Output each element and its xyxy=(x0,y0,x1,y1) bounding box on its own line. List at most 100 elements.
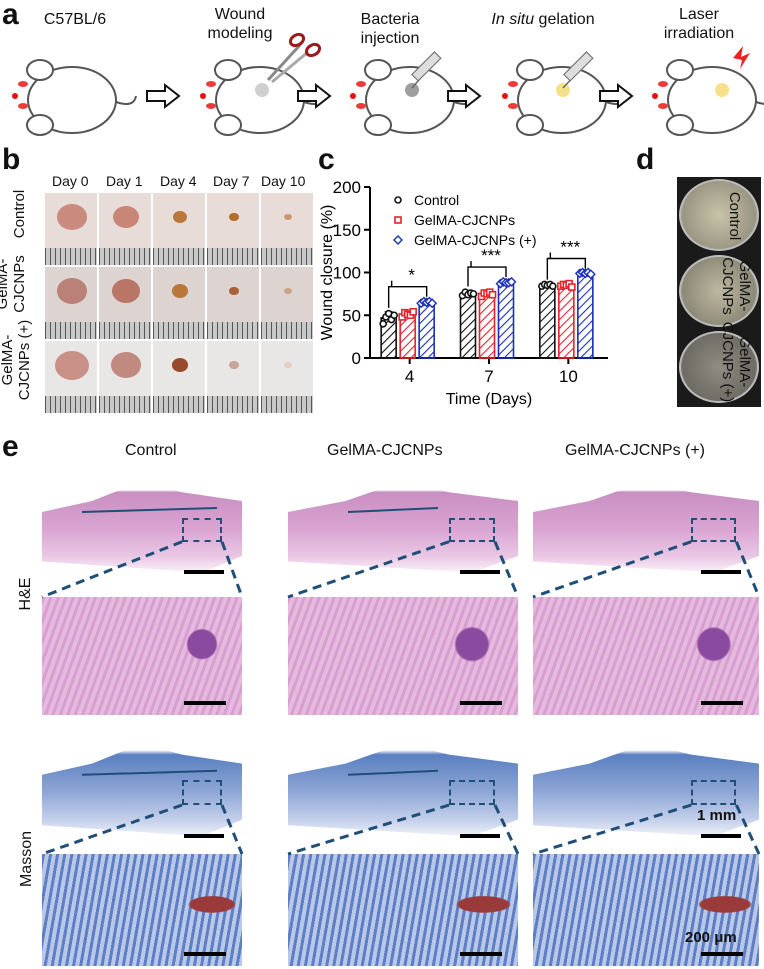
scale-bar xyxy=(184,834,224,838)
day-header-row: Day 0 Day 1 Day 4 Day 7 Day 10 xyxy=(46,173,314,191)
significance-bracket xyxy=(387,286,428,308)
wound-width-arrow xyxy=(347,769,439,776)
panel-a-workflow xyxy=(11,32,764,136)
step-label-mouse: C57BL/6 xyxy=(43,11,107,28)
zoom-connector-line xyxy=(493,804,520,855)
data-point xyxy=(568,283,576,291)
data-point xyxy=(427,298,438,309)
histology-image xyxy=(288,597,518,715)
zoom-connector-line xyxy=(493,541,520,598)
histology-image xyxy=(42,854,242,966)
significance-bracket xyxy=(467,266,507,287)
step-label-bacteria-injection: Bacteria injection xyxy=(360,11,420,47)
panel-label-a: a xyxy=(2,0,19,31)
bacteria-spot-icon xyxy=(405,83,419,97)
zoom-connector-line xyxy=(287,803,450,856)
laser-bolt-icon xyxy=(733,46,750,69)
e-col-label-control: Control xyxy=(125,442,177,459)
panel-label-c: c xyxy=(318,143,335,176)
scale-bar xyxy=(460,570,500,574)
wound-photo xyxy=(98,192,152,266)
zoom-region-box xyxy=(691,517,737,542)
legend-entry: Control xyxy=(414,192,459,208)
wound-photo xyxy=(206,192,260,266)
significance-label: * xyxy=(408,266,415,285)
zoom-connector-line xyxy=(735,804,761,855)
wound-photo xyxy=(206,266,260,340)
data-point xyxy=(488,290,497,299)
scale-bar xyxy=(460,701,502,705)
zoom-connector-line xyxy=(532,540,692,599)
data-point xyxy=(390,311,398,320)
x-tick-label: 4 xyxy=(405,367,414,386)
x-tick-label: 7 xyxy=(484,367,493,386)
zoom-region-box xyxy=(449,780,495,806)
wound-photo xyxy=(206,340,260,414)
zoom-connector-line xyxy=(287,540,450,599)
scale-bar xyxy=(184,952,226,956)
wound-width-arrow xyxy=(81,507,218,513)
y-tick-label: 50 xyxy=(342,306,361,325)
zoom-region-box xyxy=(182,780,222,806)
wound-closure-chart: 0 50 100 150 200 Wound closure (%) Time (Days)… xyxy=(319,178,608,408)
y-tick-label: 150 xyxy=(333,221,361,240)
data-point xyxy=(549,282,557,290)
scale-bar xyxy=(460,952,502,956)
y-tick-label: 100 xyxy=(333,264,361,283)
scale-bar xyxy=(460,834,500,838)
e-col-label-gelma-plus: GelMA-CJCNPs (+) xyxy=(565,442,706,459)
e-col-label-gelma: GelMA-CJCNPs xyxy=(327,442,443,459)
significance-bracket xyxy=(546,257,587,280)
histology-image xyxy=(533,597,759,715)
legend-marker xyxy=(394,196,402,204)
scale-label-1mm: 1 mm xyxy=(697,807,737,824)
panel-label-b: b xyxy=(2,143,21,176)
zoom-connector-line xyxy=(220,804,244,855)
scale-label-200um: 200 μm xyxy=(685,929,737,946)
zoom-connector-line xyxy=(220,541,244,598)
step-label-laser-irradiation: Laser irradiation xyxy=(663,6,735,42)
petri-dish-gelma-plus xyxy=(679,331,759,403)
scissors-icon xyxy=(266,32,322,84)
day-label-4: Day 4 xyxy=(160,173,197,189)
wound-width-arrow xyxy=(347,507,439,513)
significance-label: *** xyxy=(481,246,501,265)
petri-dish-gelma xyxy=(679,255,759,327)
y-tick-label: 200 xyxy=(333,178,361,197)
zoom-connector-line xyxy=(41,803,183,856)
day-label-1: Day 1 xyxy=(106,173,143,189)
data-point xyxy=(506,276,517,287)
zoom-region-box xyxy=(691,780,737,806)
legend-marker xyxy=(393,235,403,245)
step-label-wound-modeling: Wound modeling xyxy=(207,6,273,42)
wound-photo xyxy=(44,340,98,414)
wound-photo xyxy=(98,340,152,414)
zoom-connector-line xyxy=(41,540,183,599)
scale-bar xyxy=(701,701,743,705)
legend-entry: GelMA-CJCNPs (+) xyxy=(414,232,537,248)
wound-photo xyxy=(44,266,98,340)
data-point xyxy=(409,308,417,316)
wound-photo xyxy=(152,266,206,340)
scale-bar xyxy=(701,570,741,574)
significance-label: *** xyxy=(560,238,580,257)
wound-photo xyxy=(260,192,314,266)
scale-bar xyxy=(701,834,741,838)
histology-image xyxy=(288,854,518,966)
panel-label-d: d xyxy=(636,143,655,176)
day-label-0: Day 0 xyxy=(52,173,89,189)
y-axis-label: Wound closure (%) xyxy=(319,205,336,341)
scale-bar xyxy=(184,570,224,574)
wound-photo xyxy=(260,266,314,340)
photo-grid xyxy=(44,192,314,416)
syringe-icon-2 xyxy=(562,51,594,89)
data-point xyxy=(379,320,387,328)
x-tick-label: 10 xyxy=(559,367,578,386)
irradiated-spot-icon xyxy=(715,83,729,97)
zoom-region-box xyxy=(449,517,495,542)
petri-dish-control xyxy=(679,179,759,251)
wound-photo xyxy=(152,192,206,266)
scale-bar xyxy=(701,952,743,956)
scale-bar xyxy=(184,701,226,705)
